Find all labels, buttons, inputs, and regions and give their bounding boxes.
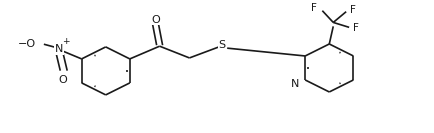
Text: F: F bbox=[349, 5, 355, 15]
Text: O: O bbox=[151, 15, 160, 25]
Text: F: F bbox=[311, 3, 317, 13]
Text: N: N bbox=[54, 44, 63, 54]
Text: O: O bbox=[58, 75, 67, 85]
Text: S: S bbox=[218, 40, 225, 50]
Text: F: F bbox=[352, 23, 358, 33]
Text: N: N bbox=[290, 79, 299, 89]
Text: +: + bbox=[62, 37, 69, 46]
Text: −O: −O bbox=[18, 39, 36, 49]
